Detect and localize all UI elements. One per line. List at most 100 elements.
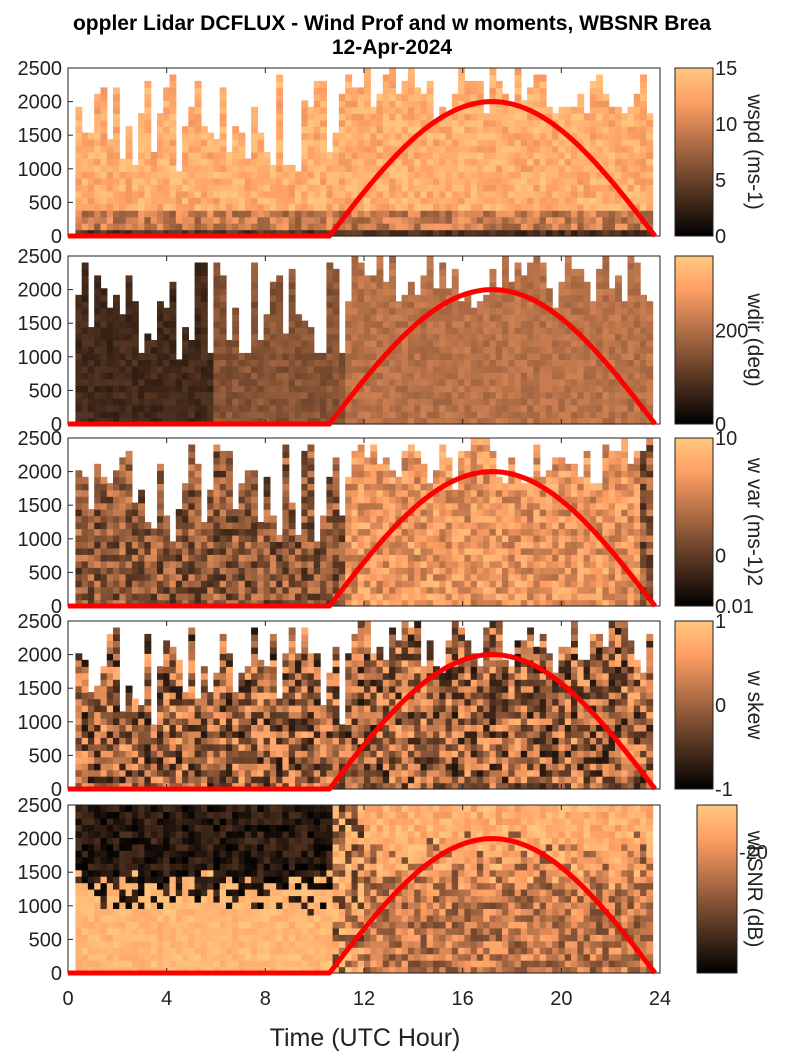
- heatmap-cell: [282, 489, 290, 497]
- heatmap-cell: [200, 171, 208, 179]
- heatmap-cell: [514, 164, 522, 172]
- heatmap-cell: [545, 216, 553, 224]
- heatmap-cell: [608, 197, 616, 205]
- heatmap-cell: [219, 463, 227, 471]
- heatmap-cell: [401, 580, 409, 588]
- heatmap-cell: [131, 210, 139, 218]
- heatmap-cell: [307, 509, 315, 517]
- heatmap-cell: [157, 509, 164, 517]
- heatmap-cell: [157, 184, 164, 192]
- heatmap-cell: [257, 404, 265, 412]
- heatmap-cell: [615, 275, 622, 283]
- heatmap-cell: [433, 340, 440, 348]
- heatmap-cell: [263, 391, 271, 399]
- heatmap-cell: [571, 164, 578, 172]
- heatmap-cell: [113, 554, 120, 562]
- heatmap-cell: [407, 301, 415, 309]
- heatmap-cell: [138, 164, 145, 172]
- heatmap-cell: [326, 502, 334, 510]
- heatmap-cell: [106, 158, 114, 166]
- heatmap-cell: [458, 327, 465, 335]
- heatmap-cell: [188, 541, 196, 549]
- heatmap-cell: [131, 171, 139, 179]
- heatmap-cell: [194, 586, 202, 594]
- heatmap-cell: [144, 346, 152, 354]
- heatmap-cell: [364, 197, 371, 205]
- heatmap-cell: [589, 327, 597, 335]
- heatmap-cell: [382, 87, 390, 95]
- heatmap-cell: [470, 404, 478, 412]
- heatmap-cell: [226, 502, 233, 510]
- heatmap-cell: [75, 599, 83, 607]
- heatmap-cell: [633, 184, 641, 192]
- heatmap-cell: [407, 470, 415, 478]
- heatmap-cell: [489, 164, 497, 172]
- heatmap-cell: [94, 119, 102, 127]
- heatmap-cell: [596, 281, 603, 289]
- heatmap-cell: [94, 320, 102, 328]
- heatmap-cell: [445, 398, 453, 406]
- y-tick-label: 2000: [18, 280, 63, 302]
- heatmap-cell: [589, 411, 597, 419]
- heatmap-cell: [451, 158, 459, 166]
- heatmap-cell: [508, 411, 516, 419]
- heatmap-cell: [439, 275, 447, 283]
- heatmap-cell: [269, 586, 277, 594]
- heatmap-cell: [552, 320, 560, 328]
- heatmap-cell: [508, 126, 516, 134]
- heatmap-cell: [150, 184, 158, 192]
- heatmap-cell: [244, 391, 252, 399]
- heatmap-cell: [106, 197, 114, 205]
- heatmap-cell: [295, 171, 302, 179]
- heatmap-cell: [75, 333, 83, 341]
- heatmap-cell: [351, 327, 359, 335]
- heatmap-cell: [288, 203, 296, 211]
- heatmap-cell: [244, 476, 252, 484]
- heatmap-cell: [320, 378, 327, 386]
- heatmap-cell: [131, 391, 139, 399]
- heatmap-cell: [615, 281, 622, 289]
- heatmap-cell: [514, 320, 522, 328]
- heatmap-cell: [489, 139, 497, 147]
- heatmap-cell: [407, 528, 415, 536]
- heatmap-cell: [338, 171, 346, 179]
- heatmap-cell: [194, 307, 202, 315]
- heatmap-cell: [119, 320, 127, 328]
- heatmap-cell: [426, 522, 434, 530]
- heatmap-cell: [376, 404, 384, 412]
- heatmap-cell: [75, 119, 83, 127]
- heatmap-cell: [338, 126, 346, 134]
- heatmap-cell: [401, 223, 409, 231]
- heatmap-cell: [301, 372, 309, 380]
- heatmap-cell: [119, 372, 127, 380]
- heatmap-cell: [345, 372, 353, 380]
- heatmap-cell: [276, 158, 284, 166]
- heatmap-cell: [395, 573, 403, 581]
- heatmap-cell: [451, 509, 459, 517]
- heatmap-cell: [81, 417, 89, 425]
- heatmap-cell: [169, 301, 177, 309]
- heatmap-cell: [263, 560, 271, 568]
- heatmap-cell: [169, 119, 177, 127]
- heatmap-cell: [182, 573, 189, 581]
- heatmap-cell: [295, 547, 302, 555]
- heatmap-cell: [520, 314, 528, 322]
- heatmap-cell: [395, 509, 403, 517]
- heatmap-cell: [577, 385, 585, 393]
- heatmap-cell: [564, 333, 572, 341]
- heatmap-cell: [125, 599, 133, 607]
- heatmap-cell: [495, 398, 503, 406]
- heatmap-cell: [307, 359, 315, 367]
- heatmap-cell: [338, 554, 346, 562]
- heatmap-cell: [113, 132, 120, 140]
- heatmap-cell: [138, 567, 145, 575]
- heatmap-cell: [226, 541, 233, 549]
- heatmap-cell: [583, 113, 591, 121]
- heatmap-cell: [326, 346, 334, 354]
- heatmap-cell: [263, 593, 271, 601]
- heatmap-cells: [75, 68, 654, 237]
- heatmap-cell: [382, 411, 390, 419]
- heatmap-cell: [615, 352, 622, 360]
- heatmap-cell: [357, 262, 365, 270]
- heatmap-cell: [533, 113, 541, 121]
